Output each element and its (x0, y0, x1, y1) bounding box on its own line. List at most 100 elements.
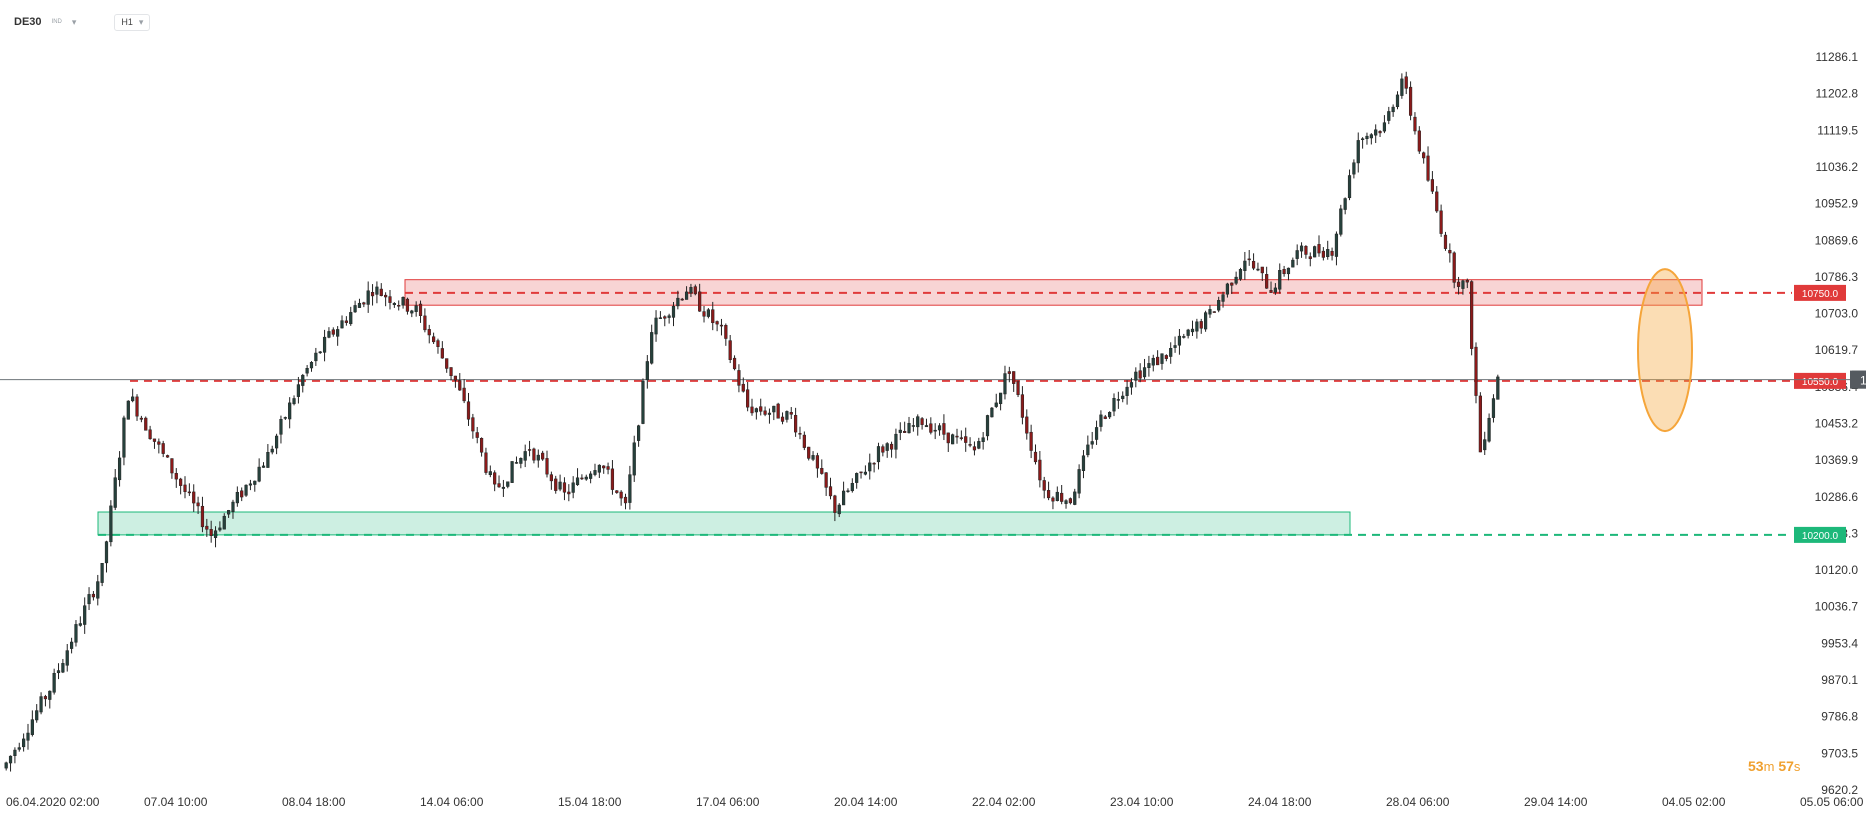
bear-candle (815, 455, 820, 469)
bear-candle (196, 502, 200, 507)
bear-candle (1016, 381, 1020, 395)
bear-candle (946, 432, 950, 444)
y-tick-label: 9620.2 (1821, 783, 1858, 797)
bull-candle (414, 305, 418, 312)
bear-candle (1103, 416, 1107, 419)
y-tick-label: 10369.9 (1815, 453, 1859, 467)
bear-candle (763, 410, 767, 415)
bull-candle (113, 477, 117, 508)
bull-candle (87, 594, 91, 605)
bull-candle (1217, 300, 1221, 311)
bull-candle (1400, 78, 1404, 96)
bear-candle (479, 438, 484, 453)
bear-candle (1330, 250, 1334, 256)
bull-candle (61, 663, 65, 673)
bull-candle (907, 423, 911, 434)
bull-candle (1112, 397, 1116, 412)
bull-candle (65, 650, 69, 666)
bull-candle (1081, 455, 1086, 471)
bear-candle (458, 380, 462, 391)
bear-candle (497, 483, 501, 488)
countdown-seconds: 57 (1778, 758, 1794, 774)
bull-candle (327, 331, 331, 338)
bear-candle (828, 486, 833, 497)
bull-candle (340, 320, 344, 329)
bull-candle (1142, 367, 1147, 378)
bull-candle (1343, 198, 1347, 210)
bear-candle (545, 458, 549, 475)
bull-candle (1395, 94, 1400, 108)
bull-candle (951, 434, 955, 445)
bear-candle (972, 446, 977, 451)
bull-candle (1313, 246, 1317, 258)
chart-toolbar: DE30 IND ▾ H1 ▾ (14, 12, 151, 32)
bear-candle (759, 406, 763, 412)
bear-candle (1317, 244, 1321, 254)
bull-candle (841, 490, 846, 506)
bull-candle (684, 291, 689, 300)
bear-candle (152, 438, 157, 442)
bear-candle (711, 309, 715, 324)
bull-candle (558, 481, 562, 490)
bull-candle (1064, 500, 1068, 504)
bear-candle (362, 302, 366, 305)
bull-candle (1326, 249, 1330, 257)
bull-candle (501, 486, 505, 489)
symbol-label[interactable]: DE30 (14, 16, 42, 28)
bull-candle (1295, 250, 1299, 259)
bear-candle (724, 325, 728, 339)
bull-candle (628, 474, 632, 503)
bull-candle (1347, 175, 1352, 199)
bull-candle (109, 505, 113, 543)
bull-candle (1186, 329, 1190, 336)
bull-candle (811, 455, 815, 460)
bear-candle (1051, 497, 1055, 502)
x-tick-label: 20.04 14:00 (834, 795, 898, 809)
bear-candle (462, 387, 466, 402)
y-tick-label: 10036.7 (1815, 600, 1859, 614)
bear-candle (466, 401, 471, 420)
bull-candle (536, 454, 540, 461)
bear-candle (798, 433, 802, 435)
countdown-seconds-unit: s (1793, 759, 1801, 774)
bull-candle (83, 605, 87, 625)
bear-candle (1308, 256, 1312, 259)
symbol-caret-icon[interactable]: ▾ (71, 16, 77, 27)
level-tag (1794, 526, 1846, 543)
y-tick-label: 10120.0 (1815, 563, 1859, 577)
bull-candle (1221, 294, 1225, 302)
bull-candle (575, 477, 580, 486)
x-tick-label: 22.04 02:00 (972, 795, 1036, 809)
bear-candle (746, 389, 750, 408)
bear-candle (1478, 395, 1482, 453)
bull-candle (632, 442, 636, 476)
bear-candle (1247, 258, 1251, 261)
bear-candle (1060, 492, 1064, 502)
x-tick-label: 29.04 14:00 (1524, 795, 1588, 809)
bear-candle (1448, 250, 1452, 254)
bull-candle (1461, 280, 1465, 289)
bear-candle (370, 291, 375, 297)
bull-candle (1334, 233, 1339, 257)
bear-candle (174, 473, 178, 480)
bear-candle (423, 315, 427, 331)
timeframe-selector[interactable]: H1 ▾ (114, 13, 151, 31)
bear-candle (144, 417, 148, 431)
bull-candle (314, 352, 318, 362)
bull-candle (131, 396, 135, 402)
y-tick-label: 9703.5 (1821, 746, 1858, 760)
bear-candle (693, 286, 697, 295)
bear-candle (955, 435, 959, 438)
bull-candle (676, 297, 680, 307)
bull-candle (96, 581, 100, 599)
y-tick-label: 10786.3 (1815, 270, 1859, 284)
bear-candle (1474, 346, 1478, 396)
bear-candle (1470, 281, 1474, 349)
bear-candle (1138, 370, 1142, 379)
bull-candle (104, 541, 109, 564)
bull-candle (213, 530, 218, 538)
bull-candle (650, 332, 654, 364)
bull-candle (514, 462, 519, 464)
